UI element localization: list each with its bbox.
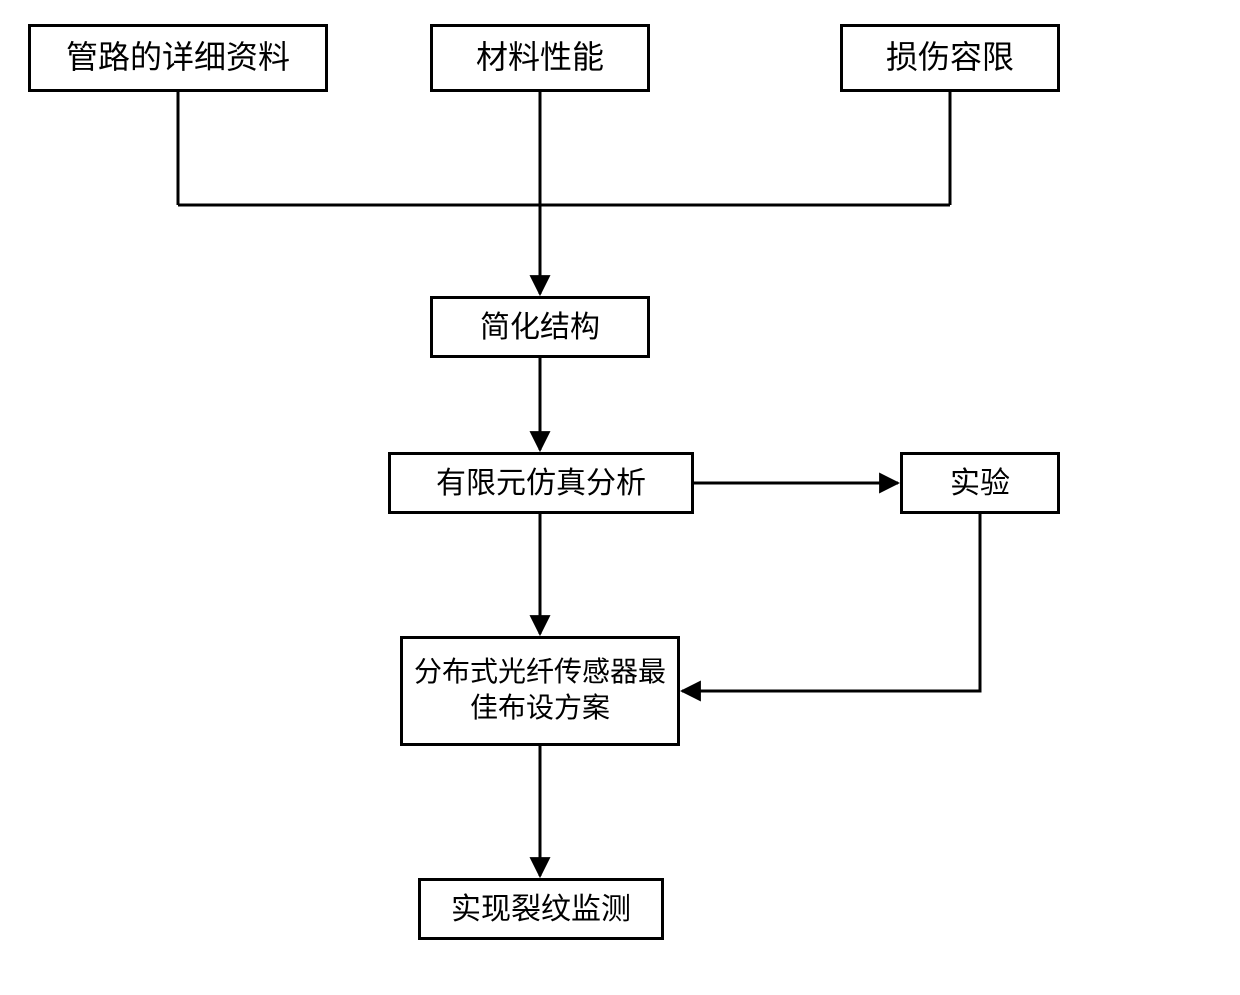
node-input-damage-tolerance: 损伤容限 [840,24,1060,92]
node-label: 管路的详细资料 [66,37,290,79]
node-input-pipeline-details: 管路的详细资料 [28,24,328,92]
node-label: 分布式光纤传感器最佳布设方案 [403,655,677,728]
node-label: 实验 [950,464,1010,503]
node-simplify-structure: 简化结构 [430,296,650,358]
node-experiment: 实验 [900,452,1060,514]
node-label: 实现裂纹监测 [451,890,631,929]
node-fea-analysis: 有限元仿真分析 [388,452,694,514]
node-label: 简化结构 [480,308,600,347]
node-label: 损伤容限 [886,37,1014,79]
node-input-material-properties: 材料性能 [430,24,650,92]
node-sensor-layout-scheme: 分布式光纤传感器最佳布设方案 [400,636,680,746]
node-label: 材料性能 [476,37,604,79]
node-crack-monitoring: 实现裂纹监测 [418,878,664,940]
node-label: 有限元仿真分析 [436,464,646,503]
